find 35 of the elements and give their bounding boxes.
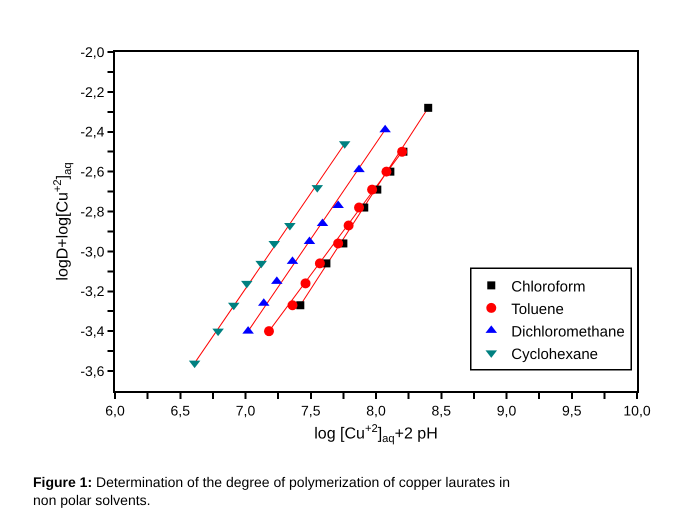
point [344, 220, 354, 230]
x-tick-label: 6,5 [170, 402, 190, 419]
point [314, 258, 325, 268]
point [264, 326, 274, 336]
point [354, 202, 364, 213]
y-tick-label: -2,4 [80, 124, 105, 140]
caption: Figure 1: Determination of the degree of polymerization of copper laurates in non polar solvents. [33, 474, 510, 508]
x-tick-label: 8,5 [432, 402, 452, 419]
x-tick-label: 6,0 [105, 402, 125, 419]
legend-label: Cyclohexane [511, 346, 598, 363]
y-tick-label: -3,6 [80, 362, 105, 379]
y-tick-label: -2,8 [80, 203, 105, 220]
x-axis-title: log [Cu$^{+2}$]$_{aq}$+2 pH [314, 423, 438, 446]
x-tick-label: 7,0 [236, 402, 256, 419]
x-tick-label: 9,5 [562, 402, 582, 419]
y-tick-label: -2,0 [80, 44, 105, 60]
legend-label: Dichloromethane [511, 323, 625, 340]
point [300, 278, 311, 288]
point [296, 301, 304, 310]
point [424, 104, 432, 112]
x-tick-label: 8,0 [366, 402, 386, 419]
y-tick-label: -3,4 [80, 323, 105, 340]
x-tick-label: 7,5 [301, 402, 321, 419]
point [287, 300, 298, 310]
point [367, 184, 378, 195]
x-tick-label: 10,0 [623, 402, 651, 419]
point [333, 238, 344, 248]
y-tick-label: -2,6 [80, 164, 105, 180]
y-tick-label: -3,2 [80, 283, 105, 300]
y-tick-label: -2,2 [80, 84, 105, 100]
legend-label: Toluene [511, 300, 564, 318]
legend-label: Chloroform [511, 278, 586, 296]
y-tick-label: -3,0 [80, 243, 105, 260]
x-tick-label: 9,0 [496, 402, 516, 419]
point [381, 166, 392, 177]
